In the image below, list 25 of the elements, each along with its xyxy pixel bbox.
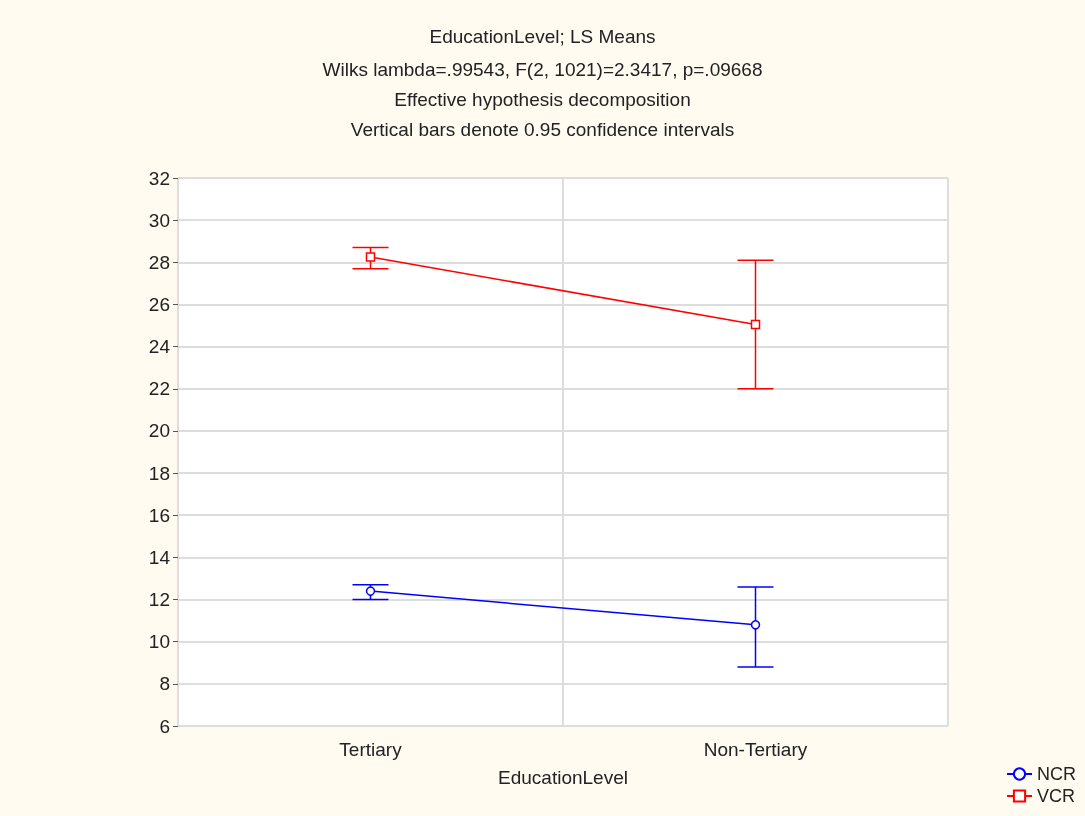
- y-tick-label: 8: [159, 673, 170, 695]
- y-tick-label: 6: [159, 715, 170, 737]
- chart-title: EducationLevel; LS Means: [429, 26, 656, 47]
- y-tick-label: 28: [148, 251, 170, 273]
- y-tick-label: 10: [148, 631, 170, 653]
- y-tick-label: 16: [148, 504, 170, 526]
- y-tick-label: 14: [148, 546, 171, 568]
- x-tick-label: Tertiary: [339, 739, 403, 760]
- y-tick-label: 20: [148, 420, 170, 442]
- y-tick-label: 26: [148, 293, 170, 315]
- y-tick-label: 22: [148, 378, 170, 400]
- y-tick-label: 12: [148, 589, 170, 611]
- point: [365, 586, 376, 596]
- point: [750, 319, 761, 330]
- x-tick-label: Non-Tertiary: [703, 739, 808, 760]
- y-tick-label: 18: [148, 462, 170, 484]
- legend-label: NCR: [1037, 764, 1076, 784]
- point: [365, 252, 376, 262]
- y-tick-label: 30: [148, 209, 170, 231]
- point: [750, 620, 761, 630]
- x-axis-title: EducationLevel: [498, 767, 628, 788]
- legend-label: VCR: [1037, 786, 1076, 806]
- y-tick-label: 24: [148, 336, 171, 358]
- y-tick-label: 32: [148, 167, 170, 189]
- chart-subtitle: Wilks lambda=.99543, F(2, 1021)=2.3417, p=.09668 Effective hypothesis decomposition Vertical bars denote 0.95 confidence intervals: [322, 58, 763, 140]
